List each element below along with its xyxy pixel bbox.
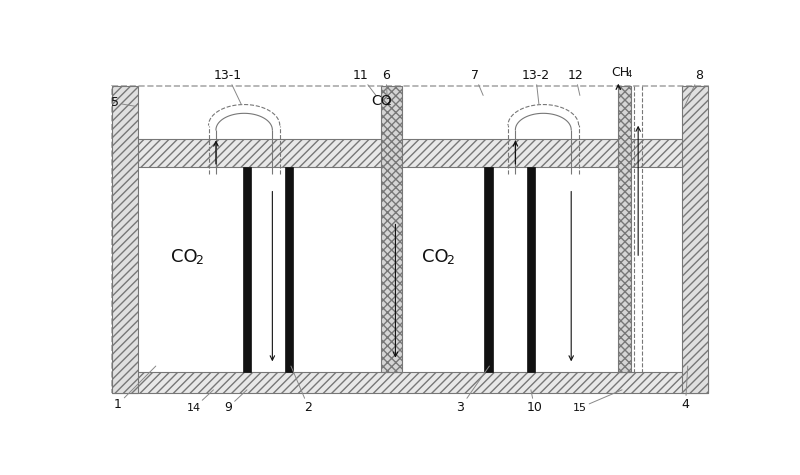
Text: 4: 4 [682, 366, 690, 411]
Text: 4: 4 [626, 70, 632, 79]
Bar [112, 139, 707, 167]
Text: 14: 14 [187, 390, 214, 413]
Bar [112, 86, 138, 393]
Bar [381, 86, 402, 371]
Text: 15: 15 [573, 390, 622, 413]
Bar [485, 167, 493, 371]
Text: CO: CO [371, 94, 392, 107]
Text: CO: CO [422, 248, 449, 266]
Text: CO: CO [171, 248, 198, 266]
Text: 8: 8 [685, 69, 703, 106]
Text: CH: CH [611, 66, 630, 79]
Text: 2: 2 [386, 98, 391, 107]
Bar [112, 86, 707, 393]
Text: 1: 1 [114, 366, 156, 411]
Text: 11: 11 [353, 69, 376, 95]
Text: 6: 6 [382, 69, 390, 95]
Text: 3: 3 [457, 366, 490, 414]
Text: 12: 12 [567, 69, 583, 95]
Bar [682, 86, 708, 393]
Text: 2: 2 [195, 254, 202, 266]
Text: 9: 9 [224, 390, 247, 414]
Bar [285, 167, 294, 371]
Text: 13-2: 13-2 [522, 69, 550, 104]
Text: 13-1: 13-1 [214, 69, 242, 104]
Text: 2: 2 [291, 366, 313, 414]
Bar [112, 371, 707, 393]
Text: 7: 7 [470, 69, 483, 95]
Bar [618, 86, 631, 371]
Text: 5: 5 [111, 96, 136, 109]
Bar [526, 167, 535, 371]
Text: 10: 10 [526, 390, 542, 414]
Text: 2: 2 [446, 254, 454, 266]
Bar [242, 167, 251, 371]
